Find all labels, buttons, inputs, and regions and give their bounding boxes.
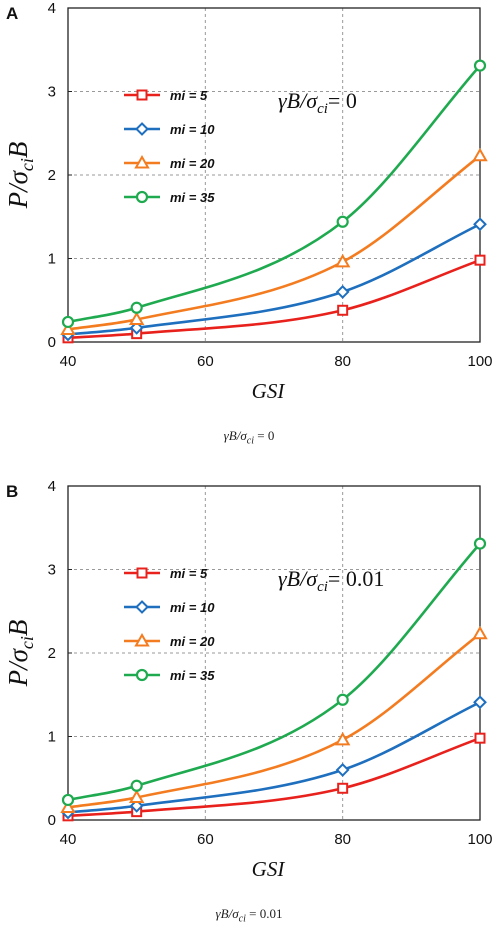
square-marker xyxy=(337,782,349,794)
caption-value: 0 xyxy=(267,428,275,443)
series-mi-20 xyxy=(60,625,488,813)
y-tick-label: 4 xyxy=(48,0,56,17)
triangle-marker xyxy=(134,632,150,647)
circle-marker xyxy=(336,215,349,228)
chart-caption: γB/σci = 0.01 xyxy=(215,906,283,925)
triangle-marker xyxy=(60,799,76,813)
chart-annotation: γB/σci= 0.01 xyxy=(278,566,384,595)
triangle-marker xyxy=(334,253,351,268)
triangle-marker xyxy=(472,147,488,162)
x-tick-label: 60 xyxy=(197,831,214,848)
x-tick-label: 80 xyxy=(334,831,351,848)
series-line xyxy=(67,701,481,814)
triangle-marker xyxy=(60,321,76,335)
circle-marker xyxy=(473,537,487,550)
caption-value: 0.01 xyxy=(259,906,283,921)
circle-marker xyxy=(135,668,149,682)
legend-label: mi = 10 xyxy=(170,600,215,615)
diamond-marker xyxy=(129,320,144,335)
series-line xyxy=(67,736,481,818)
legend-label: mi = 35 xyxy=(170,190,215,205)
y-tick-label: 4 xyxy=(48,478,56,495)
legend-label: mi = 5 xyxy=(170,88,208,103)
circle-marker xyxy=(336,693,349,706)
legend-label: mi = 10 xyxy=(170,122,215,137)
triangle-marker xyxy=(128,789,145,803)
triangle-marker xyxy=(334,731,351,746)
y-tick-label: 1 xyxy=(48,729,56,746)
y-tick-label: 3 xyxy=(48,84,56,101)
square-marker xyxy=(474,254,486,266)
legend-label: mi = 35 xyxy=(170,668,215,683)
triangle-marker xyxy=(128,311,145,325)
legend: mi = 5 mi = 10 mi = 20 mi = 35 xyxy=(124,566,215,683)
chart-panel-b: B 0 1 2 3 4 40 60 80 100 GSI P/σciB mi = 5 mi = 10 mi… xyxy=(0,478,498,948)
diamond-marker xyxy=(135,122,149,136)
legend-label: mi = 20 xyxy=(170,634,215,649)
y-axis-title: P/σciB xyxy=(3,142,37,210)
series-mi-20 xyxy=(60,147,488,335)
diamond-marker xyxy=(473,217,487,232)
x-axis-title: GSI xyxy=(252,379,286,403)
circle-marker xyxy=(61,793,75,807)
series-line xyxy=(67,632,481,809)
square-marker xyxy=(474,732,486,744)
y-tick-label: 0 xyxy=(48,812,56,829)
series-line xyxy=(67,64,481,324)
x-tick-label: 100 xyxy=(467,353,492,370)
x-tick-label: 60 xyxy=(197,353,214,370)
series-line xyxy=(67,258,481,340)
triangle-marker xyxy=(472,625,488,640)
circle-marker xyxy=(130,301,143,314)
legend-label: mi = 5 xyxy=(170,566,208,581)
y-axis-title: P/σciB xyxy=(3,620,37,688)
panel-label: B xyxy=(6,482,19,501)
circle-marker xyxy=(61,315,75,329)
triangle-marker xyxy=(134,154,150,169)
diamond-marker xyxy=(129,798,144,813)
panel-label: A xyxy=(6,4,19,23)
y-tick-label: 2 xyxy=(48,167,56,184)
x-tick-label: 40 xyxy=(60,353,77,370)
series-line xyxy=(67,154,481,331)
y-tick-label: 1 xyxy=(48,251,56,268)
x-tick-label: 80 xyxy=(334,353,351,370)
circle-marker xyxy=(135,190,149,204)
series-line xyxy=(67,542,481,802)
circle-marker xyxy=(130,779,143,792)
diamond-marker xyxy=(473,695,487,710)
x-axis-title: GSI xyxy=(252,857,286,881)
grid xyxy=(68,8,480,342)
square-marker xyxy=(136,567,148,579)
grid xyxy=(68,486,480,820)
diamond-marker xyxy=(335,762,350,777)
series-mi-35 xyxy=(61,537,487,807)
chart-caption: γB/σci = 0 xyxy=(223,428,275,447)
legend-label: mi = 20 xyxy=(170,156,215,171)
legend: mi = 5 mi = 10 mi = 20 mi = 35 xyxy=(124,88,215,205)
diamond-marker xyxy=(335,284,350,299)
circle-marker xyxy=(473,59,487,72)
y-tick-label: 0 xyxy=(48,334,56,351)
x-tick-label: 100 xyxy=(467,831,492,848)
chart-annotation: γB/σci= 0 xyxy=(278,88,357,117)
diamond-marker xyxy=(135,600,149,614)
series-line xyxy=(67,223,481,336)
chart-panel-a: A 0 1 2 3 4 40 60 80 100 GSI P/σciB mi = 5 mi = 10 mi… xyxy=(0,0,498,470)
y-tick-label: 3 xyxy=(48,562,56,579)
y-tick-label: 2 xyxy=(48,645,56,662)
series-mi-35 xyxy=(61,59,487,329)
x-tick-label: 40 xyxy=(60,831,77,848)
square-marker xyxy=(337,304,349,316)
square-marker xyxy=(136,89,148,101)
